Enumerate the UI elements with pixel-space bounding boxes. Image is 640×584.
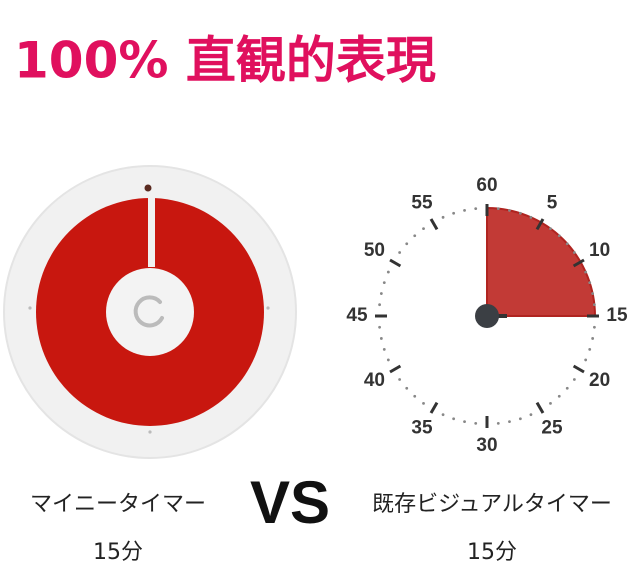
mini-timer: [3, 165, 297, 459]
minor-tick: [386, 270, 390, 274]
minor-tick: [572, 251, 576, 254]
dial-number: 25: [541, 418, 563, 439]
minor-tick: [413, 394, 417, 398]
dial-number: 55: [411, 192, 433, 213]
dial-number: 45: [346, 305, 368, 326]
major-tick: [535, 218, 545, 231]
minor-tick: [463, 208, 466, 212]
minor-tick: [565, 386, 569, 390]
minor-tick: [452, 417, 456, 421]
minor-tick: [588, 281, 592, 285]
minor-tick: [593, 303, 596, 307]
minor-tick: [508, 420, 511, 424]
minor-tick: [474, 207, 478, 210]
dial-number: 50: [364, 240, 385, 261]
minor-tick: [584, 270, 588, 274]
minor-tick: [398, 378, 402, 381]
dial-number: 5: [547, 192, 558, 213]
dial-number: 15: [606, 305, 628, 326]
minor-tick: [386, 358, 390, 362]
minor-tick: [378, 303, 381, 307]
minor-tick: [593, 325, 596, 329]
minor-tick: [584, 358, 588, 362]
minor-tick: [422, 401, 425, 405]
minor-tick: [496, 422, 500, 425]
minor-tick: [452, 211, 456, 215]
minor-tick: [463, 420, 466, 424]
minor-tick: [422, 227, 425, 231]
minor-tick: [557, 394, 561, 398]
minor-tick: [572, 378, 576, 381]
visual-timer: 60 5 10 15 20 25 30 35 40 45 50 55: [346, 175, 628, 456]
minor-tick: [398, 251, 402, 254]
major-tick: [389, 258, 402, 268]
minor-tick: [382, 347, 386, 351]
major-tick: [389, 364, 402, 374]
minor-tick: [557, 234, 561, 238]
minor-tick: [565, 242, 569, 246]
minor-tick: [413, 234, 417, 238]
vs: VS: [250, 469, 330, 536]
minor-tick: [474, 422, 478, 425]
major-tick: [429, 401, 439, 414]
minor-tick: [382, 281, 386, 285]
dial-number: 20: [589, 370, 610, 391]
dial-number: 30: [476, 435, 497, 456]
major-tick: [535, 401, 545, 414]
minor-tick: [549, 401, 552, 405]
hub: [475, 304, 499, 328]
major-tick: [572, 258, 585, 268]
minor-tick: [379, 292, 383, 295]
minor-tick: [529, 215, 533, 219]
left-label: マイニータイマー: [30, 492, 206, 517]
dial-number: 35: [411, 418, 433, 439]
major-tick: [572, 364, 585, 374]
dial-number: 40: [364, 370, 385, 391]
minor-tick: [405, 386, 409, 390]
minor-tick: [508, 208, 511, 212]
right-duration: 15分: [467, 540, 517, 565]
major-tick: [429, 218, 439, 231]
minor-tick: [496, 207, 500, 210]
minor-tick: [591, 337, 595, 340]
right-label: 既存ビジュアルタイマー: [372, 492, 612, 517]
minor-tick: [518, 417, 522, 421]
dial-number: 10: [589, 240, 610, 261]
minor-tick: [588, 347, 592, 351]
minor-tick: [529, 413, 533, 417]
dial-number: 60: [476, 175, 497, 196]
minor-tick: [378, 325, 381, 329]
left-duration: 15分: [93, 540, 143, 565]
minor-tick: [441, 215, 445, 219]
minor-tick: [441, 413, 445, 417]
minor-tick: [518, 211, 522, 215]
headline: 100% 直観的表現: [14, 32, 436, 90]
minor-tick: [379, 337, 383, 340]
minor-tick: [549, 227, 552, 231]
minor-tick: [591, 292, 595, 295]
minor-tick: [405, 242, 409, 246]
